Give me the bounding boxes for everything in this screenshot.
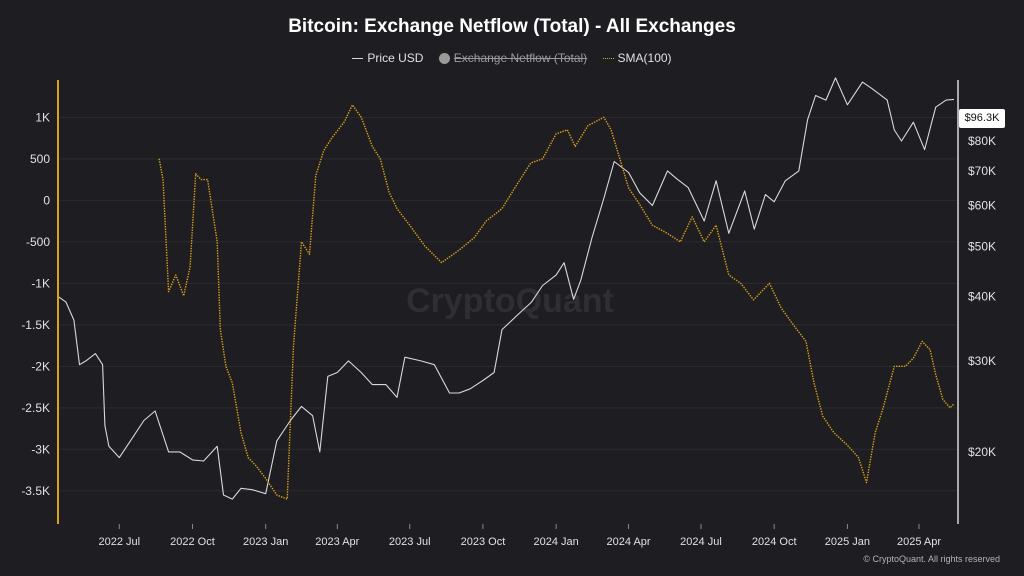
x-tick-label: 2024 Jul [680,536,722,548]
price-line-swatch-icon [352,58,364,60]
legend-item-price[interactable]: Price USD [352,51,423,65]
right-tick-label: $40K [968,289,996,303]
x-tick-label: 2023 Apr [315,536,359,548]
price-usd-line [57,77,955,500]
series-group [57,77,955,500]
left-tick-label: 500 [30,152,50,166]
current-price-badge: $96.3K [959,109,1005,128]
sma-dotted-swatch-icon [602,58,614,60]
x-tick-label: 2025 Jan [825,536,870,548]
left-tick-label: -3K [31,442,50,456]
x-tick-label: 2023 Oct [461,536,506,548]
x-axis-ticks: 2022 Jul 2022 Oct 2023 Jan 2023 Apr 2023 Jul… [98,524,941,548]
x-tick-label: 2024 Jan [534,536,579,548]
left-tick-label: -2K [31,359,50,373]
left-tick-label: -1.5K [21,318,50,332]
right-tick-label: $80K [968,134,996,148]
right-tick-label: $60K [968,199,996,213]
right-tick-label: $50K [968,239,996,253]
chart-legend: Price USD Exchange Netflow (Total) SMA(1… [0,50,1024,65]
legend-label-sma: SMA(100) [617,50,672,65]
legend-item-sma[interactable]: SMA(100) [602,50,672,65]
x-tick-label: 2024 Apr [607,536,651,548]
left-tick-label: 0 [43,193,50,207]
chart-title: Bitcoin: Exchange Netflow (Total) - All … [288,16,736,37]
left-axis-ticks: 1K 500 0 -500 -1K -1.5K -2K -2.5K -3K -3.5K [21,110,50,497]
legend-item-netflow[interactable]: Exchange Netflow (Total) [438,50,588,65]
x-tick-label: 2023 Jan [243,536,288,548]
netflow-dot-swatch-icon [438,53,450,65]
left-tick-label: -500 [26,235,50,249]
left-tick-label: -3.5K [21,484,50,498]
left-tick-label: -1K [31,276,50,290]
right-tick-label: $30K [968,354,996,368]
x-tick-label: 2025 Apr [897,536,941,548]
left-tick-label: -2.5K [21,401,50,415]
watermark: CryptoQuant [406,282,614,320]
right-axis-ticks: $90K$80K$70K$60K$50K$40K$30K$20K [968,108,996,459]
x-tick-label: 2023 Jul [389,536,431,548]
right-tick-label: $20K [968,445,996,459]
copyright-notice: © CryptoQuant. All rights reserved [863,554,1000,564]
legend-label-netflow: Exchange Netflow (Total) [453,50,588,65]
right-tick-label: $70K [968,164,996,178]
left-tick-label: 1K [35,110,50,124]
grid-lines [58,116,958,492]
x-tick-label: 2022 Oct [170,536,215,548]
x-tick-label: 2024 Oct [752,536,797,548]
legend-label-price: Price USD [367,50,424,65]
x-tick-label: 2022 Jul [98,536,140,548]
